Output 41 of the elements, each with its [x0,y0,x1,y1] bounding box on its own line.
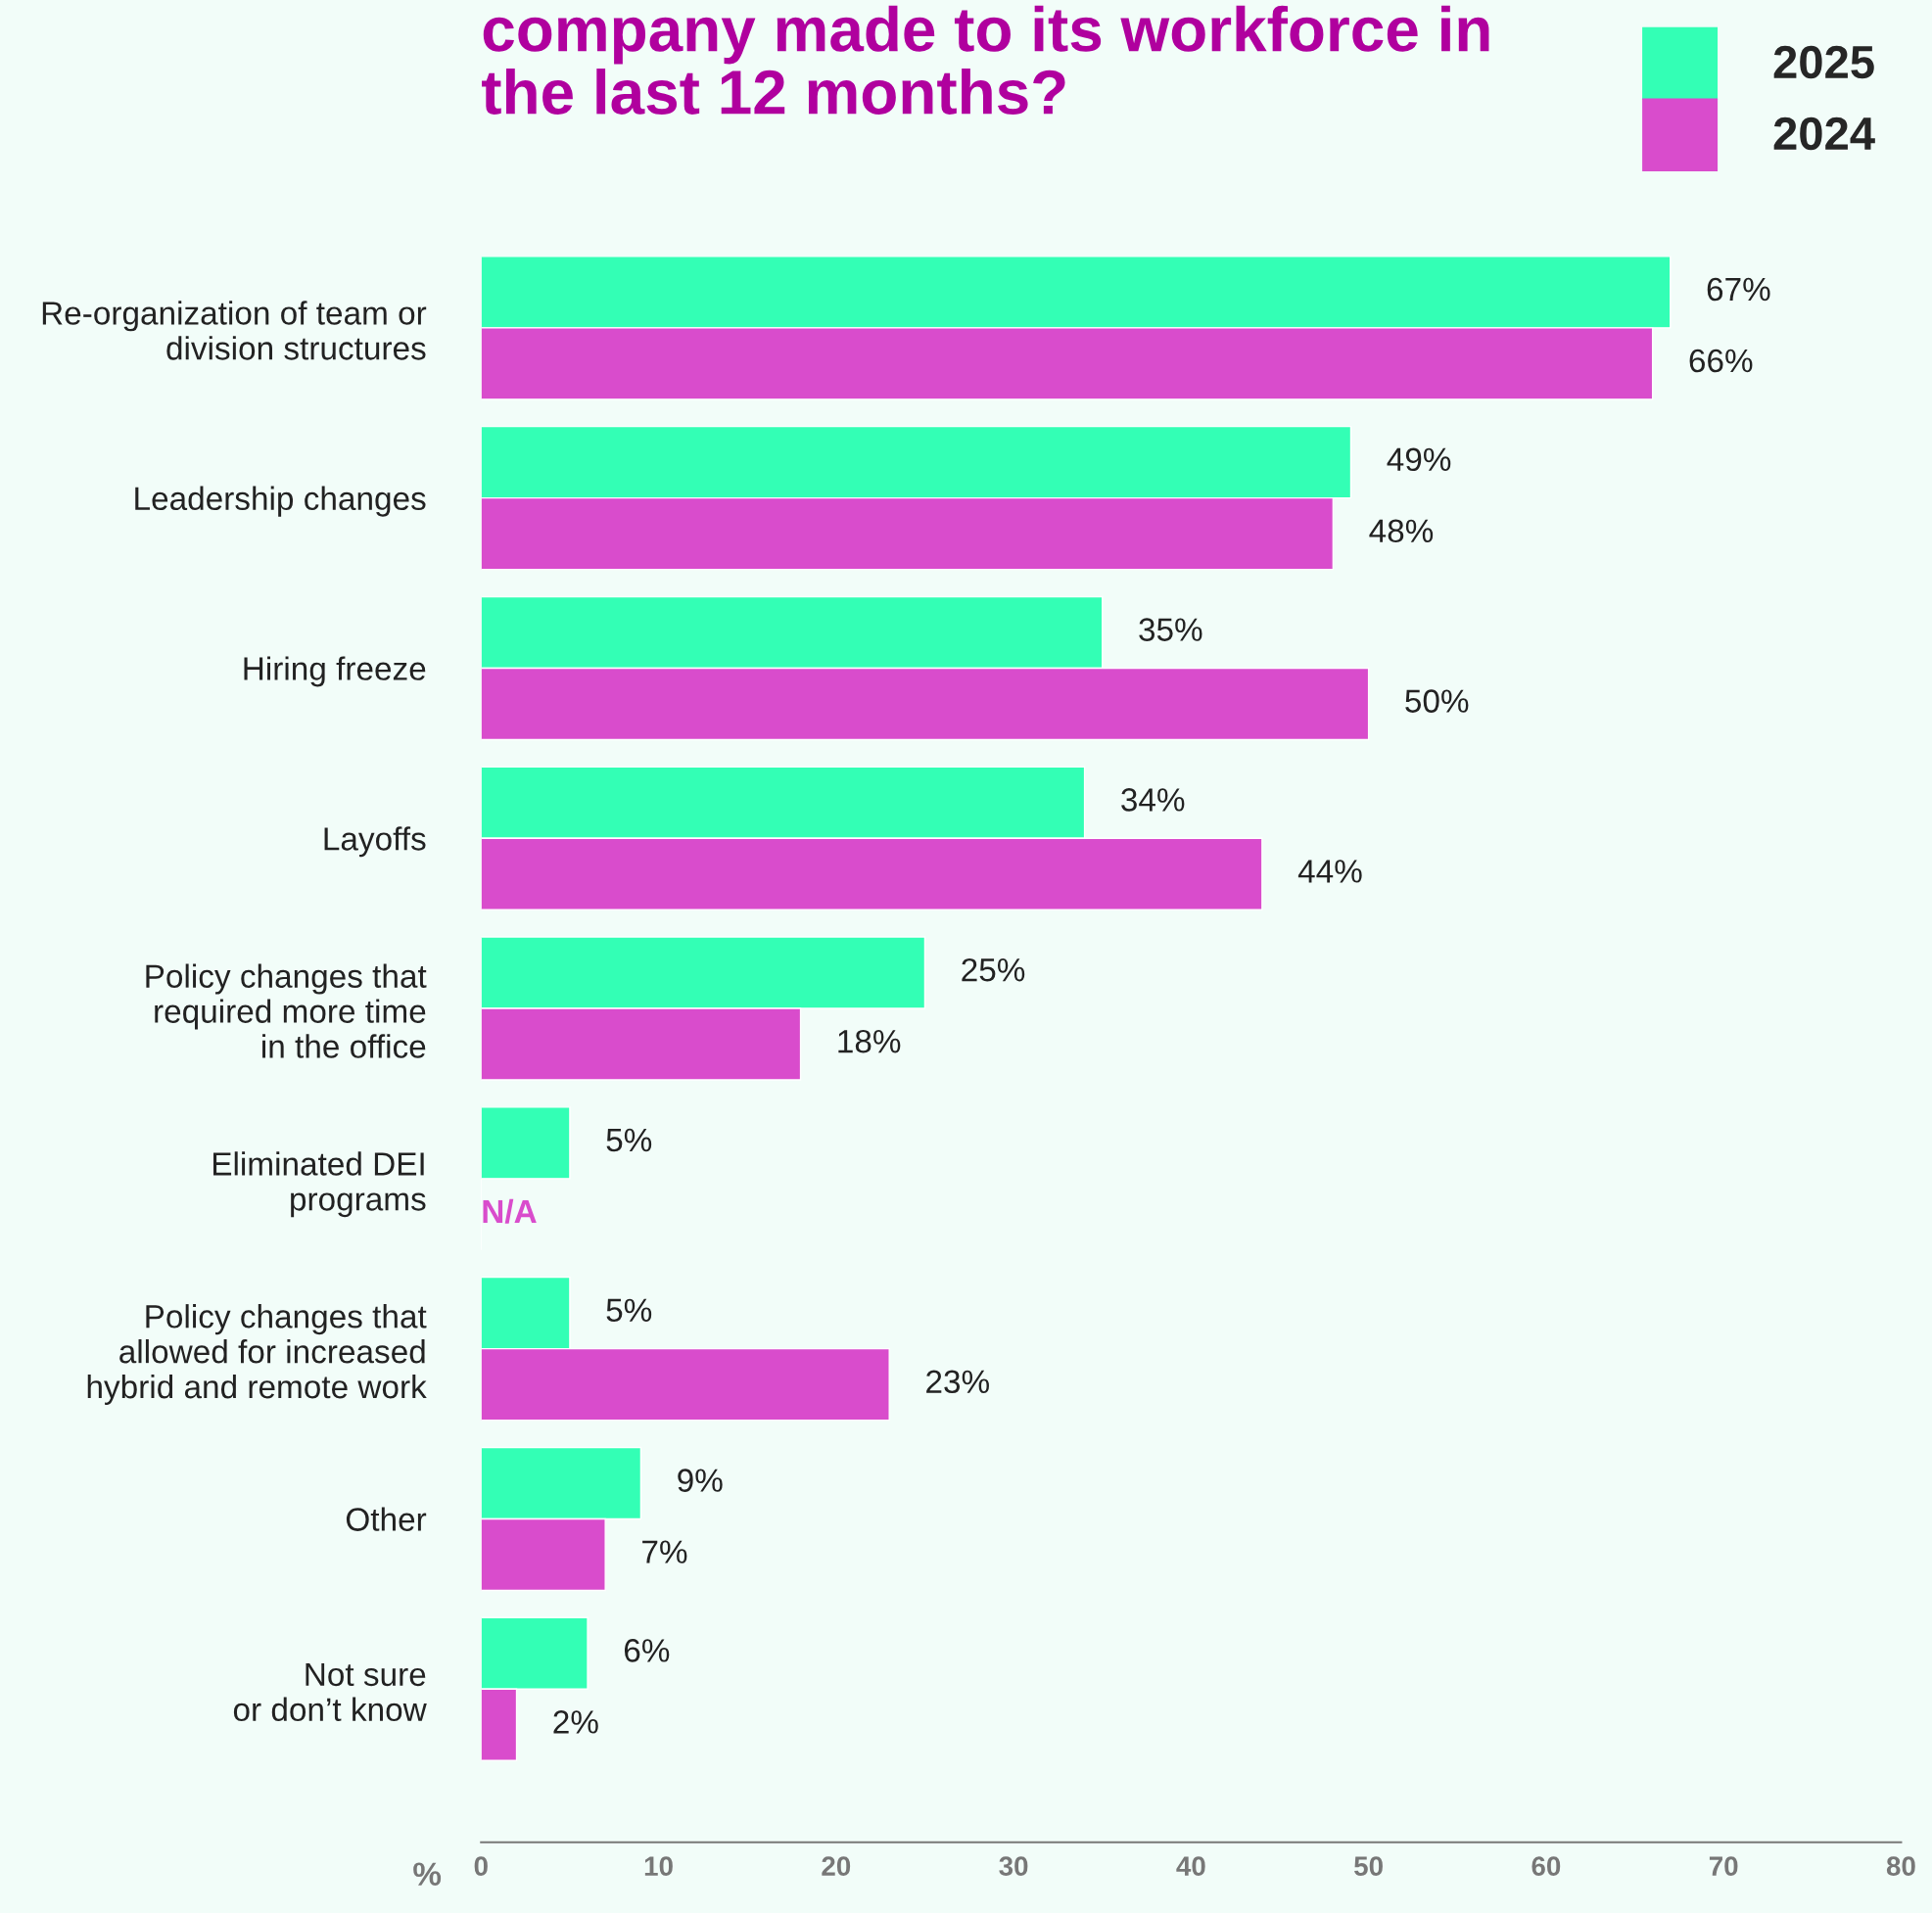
x-tick-label: 60 [1531,1856,1561,1876]
y-tick-label: Leadership changes [135,486,426,517]
data-label: 49% [1387,447,1451,472]
text: N/A [483,1198,537,1224]
data-label: 44% [1297,860,1362,883]
data-label: 9% [678,1469,723,1492]
data-label: 7% [642,1540,687,1563]
x-tick-label: 10 [644,1856,673,1876]
y-tick-label: Policy changes that required more time in the office [146,963,427,1058]
bar [481,1106,571,1180]
y-tick-label: Not sure or don’t know [233,1662,427,1722]
data-label: 50% [1405,689,1469,713]
y-tick-label: Layoffs [324,826,426,858]
x-tick-label: 50 [1354,1856,1383,1876]
data-label: 35% [1139,618,1202,641]
data-label: 5% [606,1128,652,1152]
x-tick-label: 40 [1176,1856,1205,1876]
y-tick-label: Hiring freeze [244,656,426,687]
x-tick-label: 0 [474,1856,488,1876]
x-axis-title: % [413,1862,442,1886]
y-tick-label: Re-organization of team or division structures [42,301,427,360]
chart-title: company made to its workforce in the last 12 months? [482,5,1489,115]
data-label: 66% [1689,349,1753,373]
legend-label: 2025 [1773,45,1874,79]
x-tick-label: 30 [999,1856,1028,1877]
y-tick-label: Policy changes that allowed for increased hybrid and remote work [87,1304,427,1405]
data-label: 67% [1707,277,1770,302]
data-label: 6% [624,1639,670,1662]
data-label: 34% [1121,788,1185,812]
data-label: 2% [553,1710,598,1734]
data-label: 25% [962,957,1025,982]
data-label: 23% [926,1370,989,1394]
x-tick-label: 70 [1709,1856,1738,1876]
legend-label: 2024 [1773,117,1875,151]
data-label: 48% [1369,519,1434,543]
data-label: 18% [838,1029,901,1053]
y-tick-label: Eliminated DEI programs [213,1151,426,1218]
y-tick-label: Other [346,1507,427,1531]
x-tick-label: 20 [822,1856,851,1876]
x-tick-label: 80 [1886,1856,1915,1876]
data-label: 5% [606,1298,652,1323]
